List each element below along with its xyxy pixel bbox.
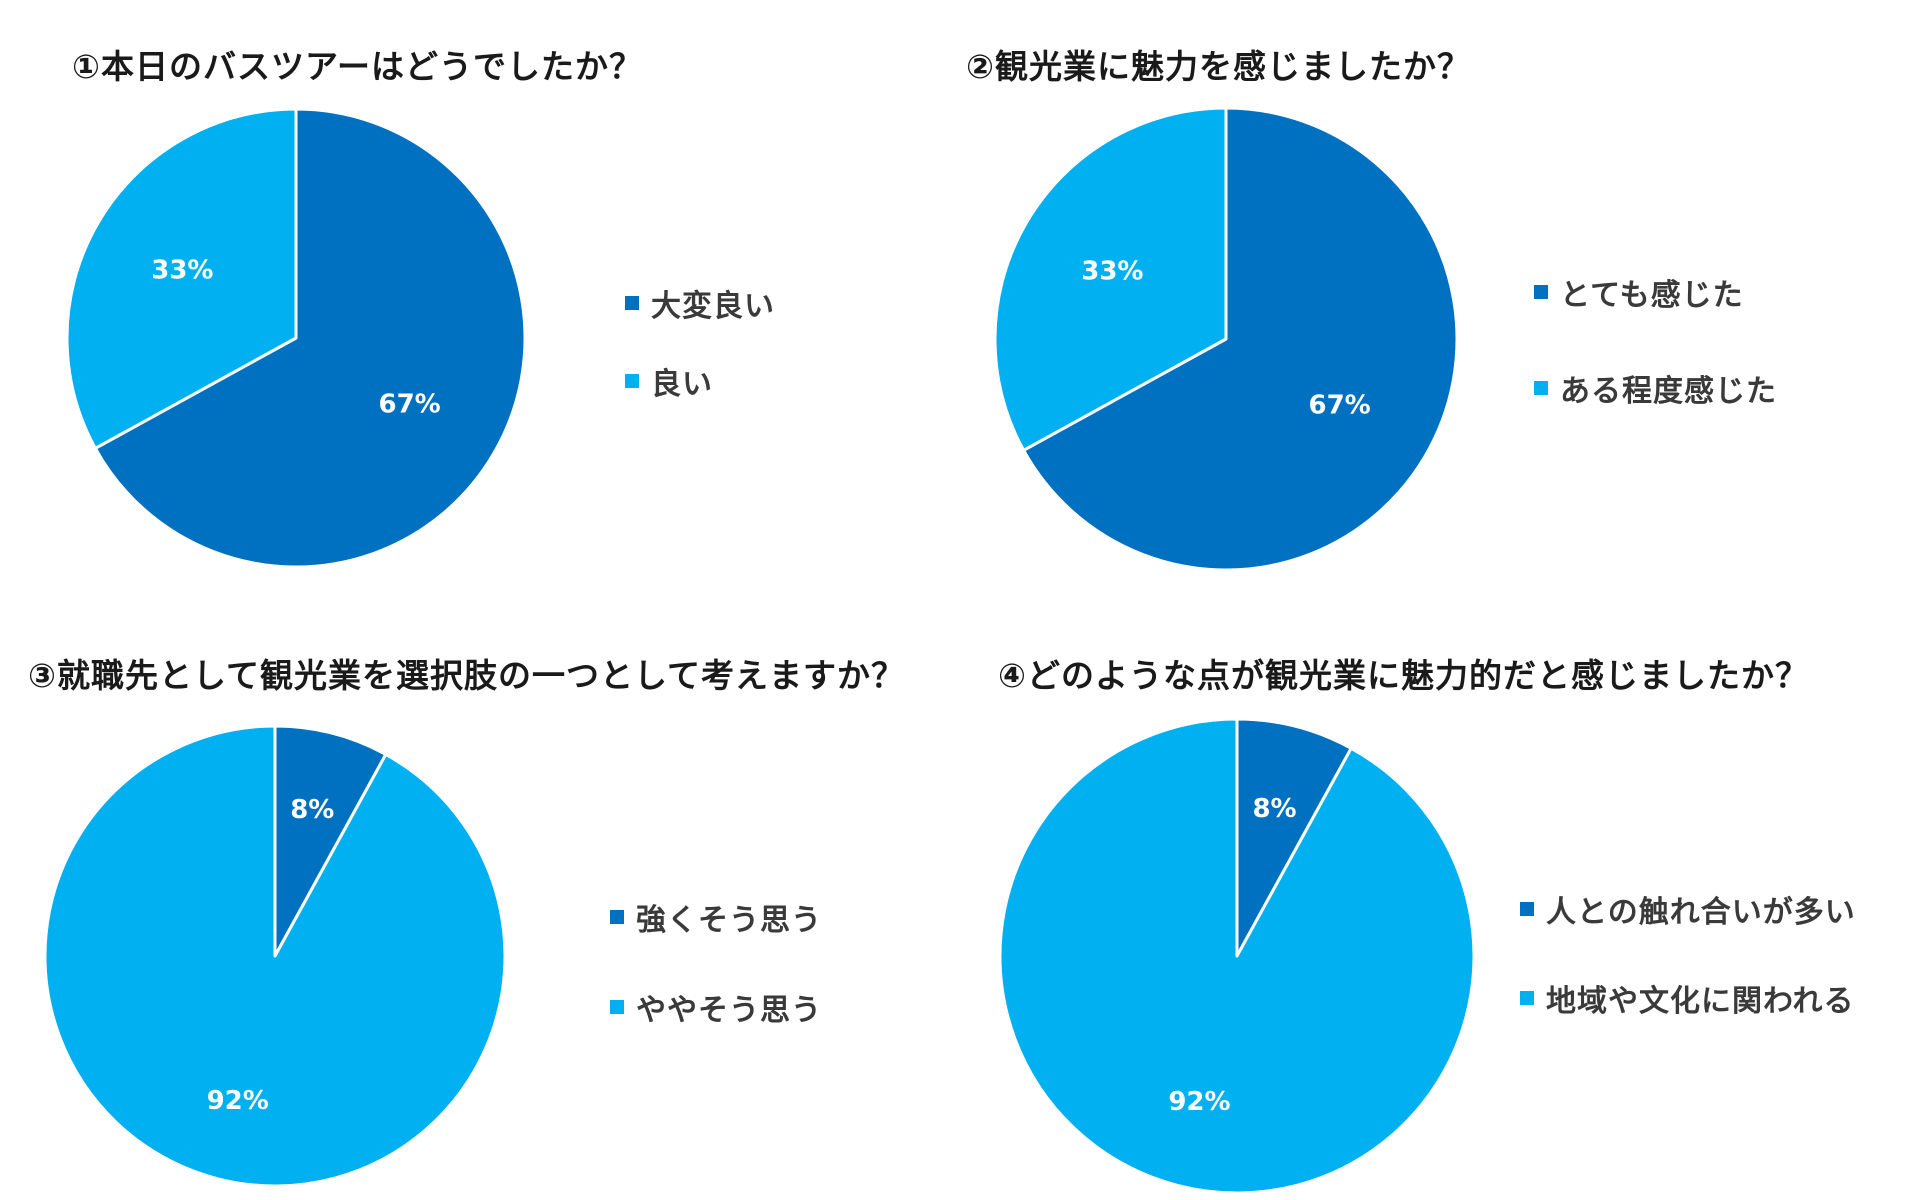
legend-label: ややそう思う [636,993,822,1028]
chart-legend: とても感じた ある程度感じた [1534,272,1777,409]
pie-slice [273,724,388,958]
pie-slice [998,717,1476,1195]
chart-title: ①本日のバスツアーはどうでしたか？ [72,47,643,86]
slice-value-label: 33% [1081,256,1143,286]
pie-slice [993,106,1228,452]
slice-value-label: 8% [290,795,334,825]
pie-slice [93,107,527,569]
pie-chart: 67% 33% [993,106,1459,572]
legend-swatch [1534,381,1548,395]
pie-slice [1022,106,1459,572]
legend-item: 良い [625,361,775,402]
chart-title: ②観光業に魅力を感じましたか？ [966,47,1471,86]
legend-swatch [610,910,624,924]
legend-item: 強くそう思う [610,897,822,938]
legend-item: ある程度感じた [1534,368,1777,409]
slice-value-label: 8% [1252,794,1296,824]
legend-label: 強くそう思う [636,903,822,938]
pie-slice [1235,717,1353,958]
legend-label: 大変良い [651,289,775,324]
legend-label: 良い [651,367,713,402]
pie-slice [43,724,507,1188]
pie-chart: 8% 92% [43,724,507,1188]
chart-panel-2: ②観光業に魅力を感じましたか？ 67% 33% とても感じた ある程度感じた [960,0,1920,600]
legend-item: とても感じた [1534,272,1777,313]
slice-value-label: 33% [151,255,213,285]
legend-item: 人との触れ合いが多い [1520,889,1856,930]
chart-panel-4: ④どのような点が観光業に魅力的だと感じましたか？ 8% 92% 人との触れ合いが多… [960,600,1920,1200]
legend-swatch [1534,285,1548,299]
legend-item: ややそう思う [610,987,822,1028]
chart-legend: 人との触れ合いが多い 地域や文化に関われる [1520,889,1856,1019]
pie-chart: 8% 92% [998,717,1476,1195]
pie-slice [65,107,298,450]
legend-label: 地域や文化に関われる [1546,984,1855,1019]
slice-value-label: 67% [379,390,441,420]
chart-legend: 強くそう思う ややそう思う [610,897,822,1028]
legend-item: 大変良い [625,283,775,324]
legend-swatch [1520,991,1534,1005]
legend-label: 人との触れ合いが多い [1546,895,1856,930]
pie-chart: 67% 33% [65,107,527,569]
chart-title: ④どのような点が観光業に魅力的だと感じましたか？ [998,656,1809,695]
legend-swatch [625,296,639,310]
slice-value-label: 67% [1309,391,1371,421]
legend-label: とても感じた [1560,278,1744,313]
slice-value-label: 92% [1168,1087,1230,1117]
chart-legend: 大変良い 良い [625,283,775,402]
chart-panel-1: ①本日のバスツアーはどうでしたか？ 67% 33% 大変良い 良い [0,0,960,600]
slice-value-label: 92% [207,1086,269,1116]
chart-title: ③就職先として観光業を選択肢の一つとして考えますか？ [28,656,905,695]
chart-panel-3: ③就職先として観光業を選択肢の一つとして考えますか？ 8% 92% 強くそう思う … [0,600,960,1200]
legend-swatch [610,1000,624,1014]
legend-swatch [1520,902,1534,916]
legend-item: 地域や文化に関われる [1520,978,1856,1019]
legend-label: ある程度感じた [1560,374,1777,409]
legend-swatch [625,374,639,388]
